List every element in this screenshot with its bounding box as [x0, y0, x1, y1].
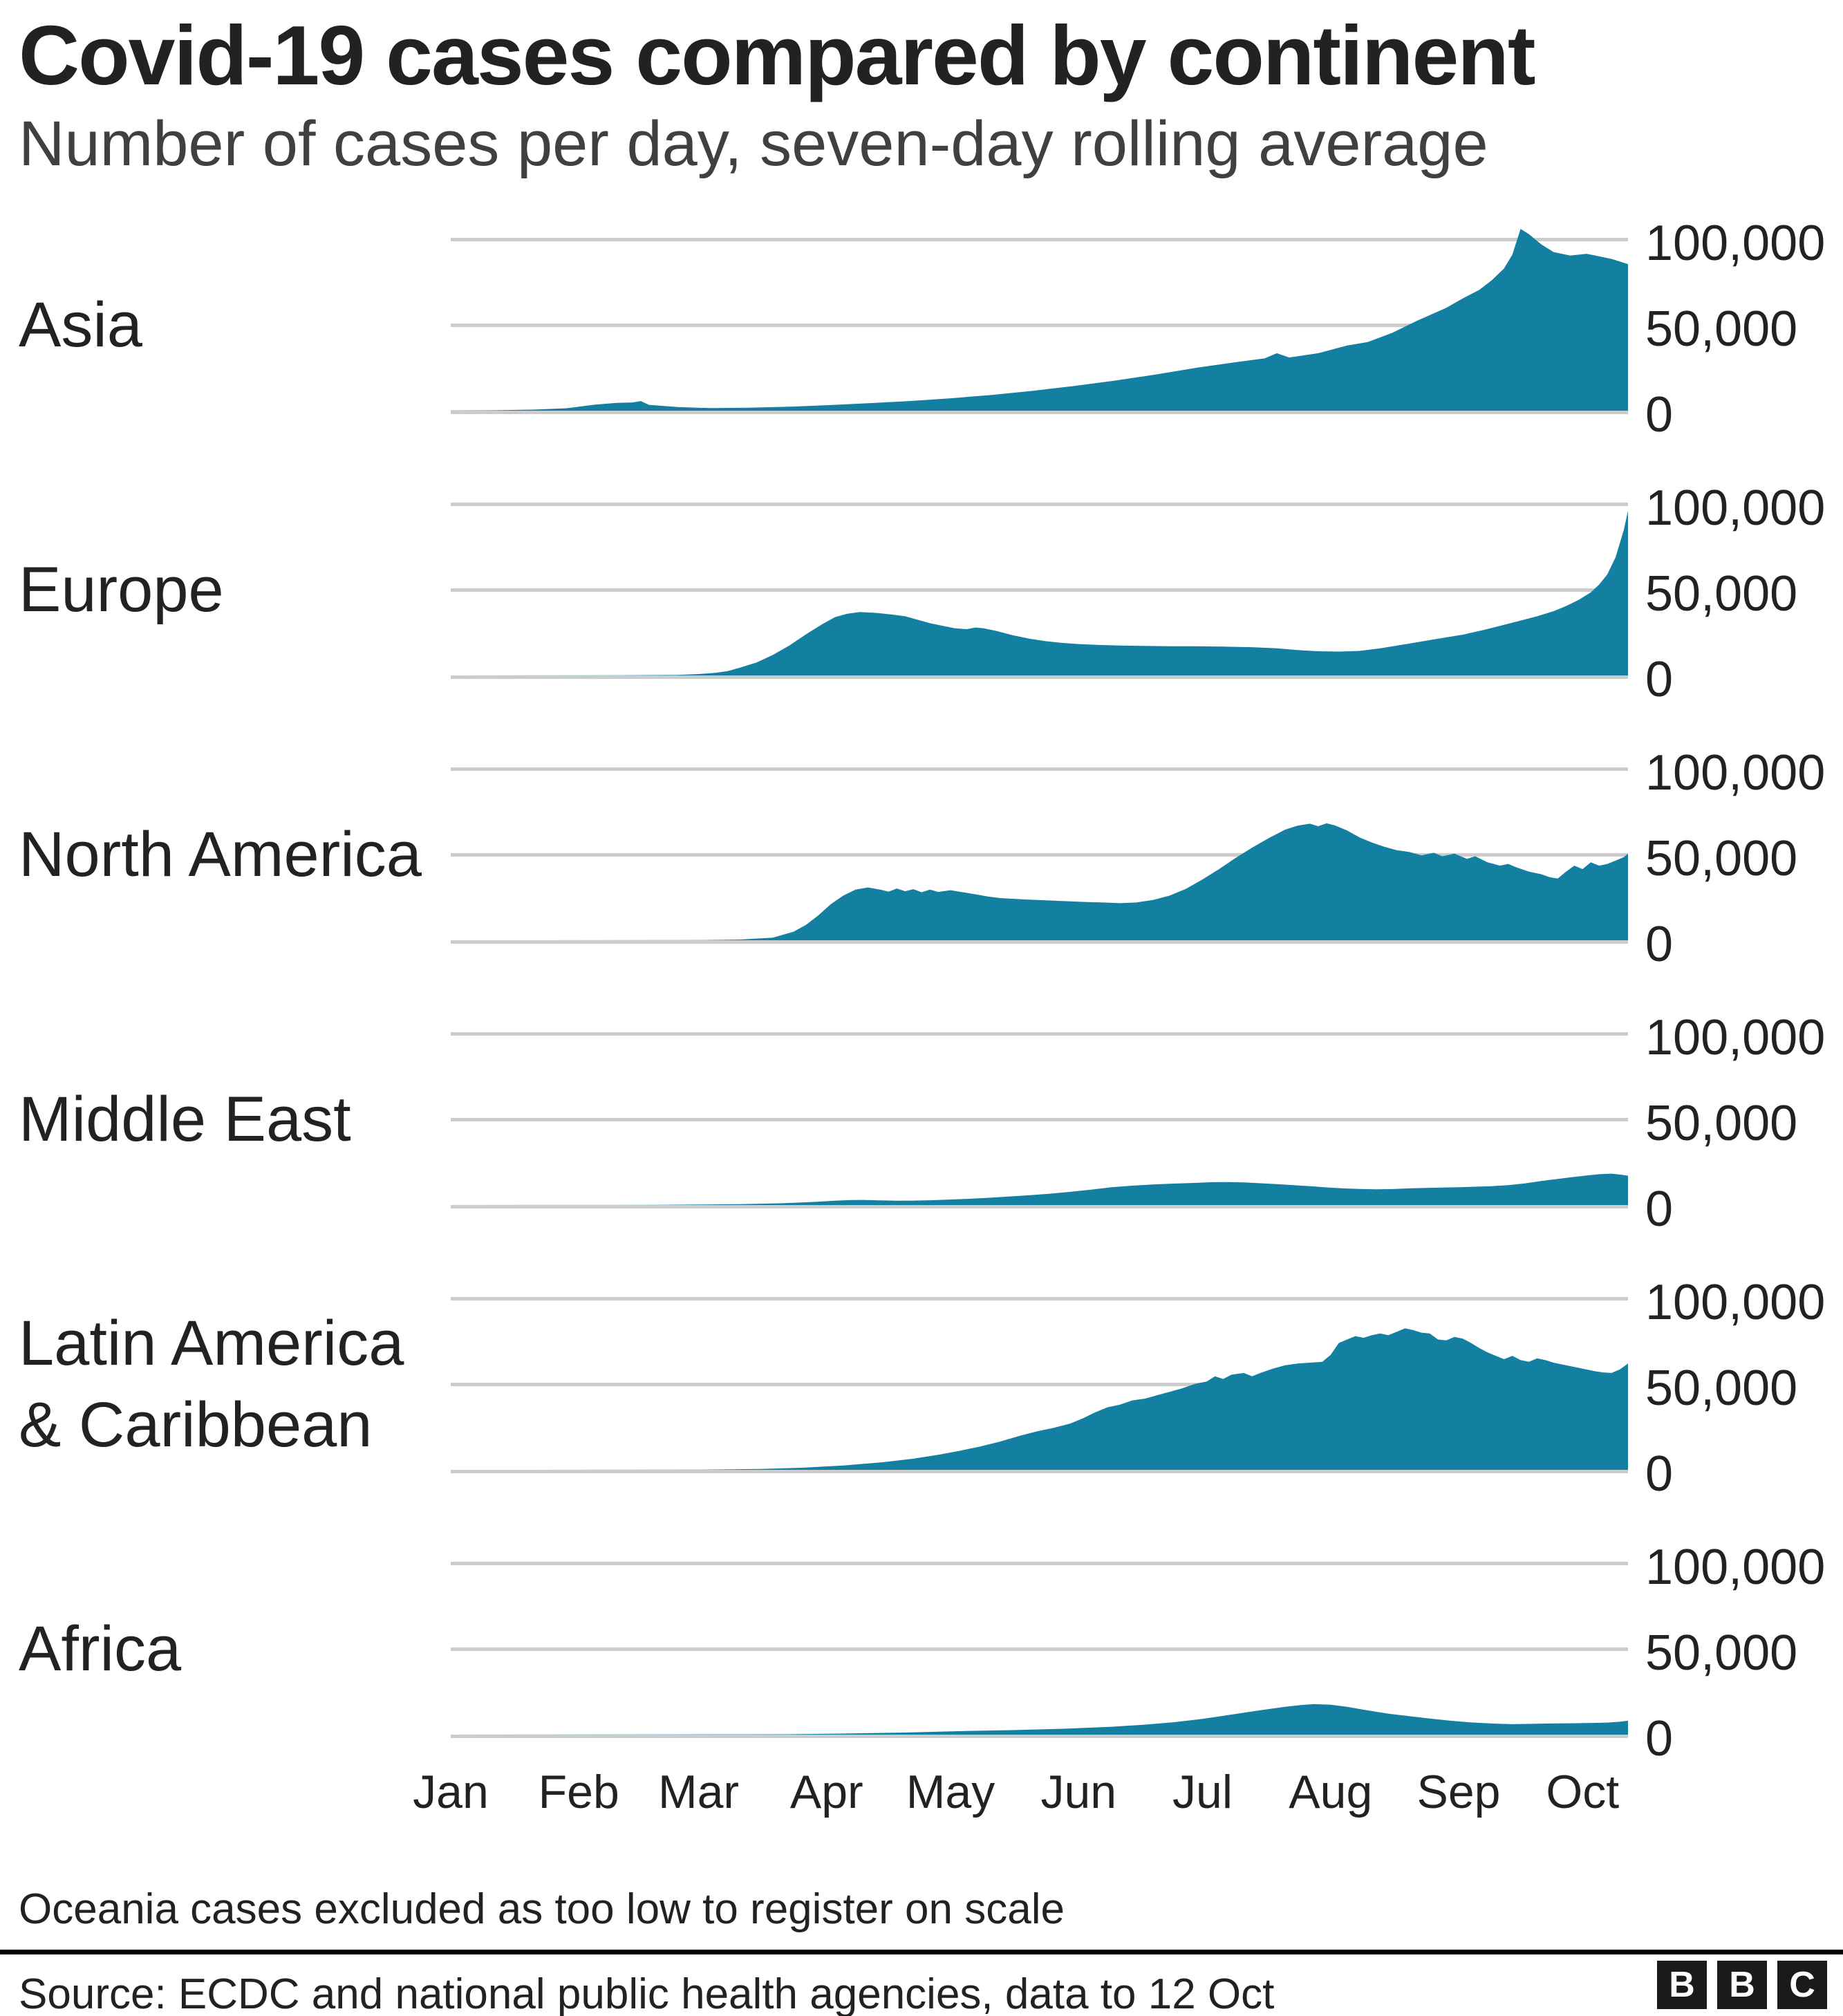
panel-label-line: Latin America — [19, 1308, 404, 1379]
y-tick-label: 50,000 — [1645, 301, 1798, 357]
y-tick-label: 100,000 — [1645, 1275, 1826, 1330]
area-path-north-america — [451, 823, 1628, 940]
area-series-latin-america-caribbean — [451, 1328, 1628, 1470]
y-tick-label: 0 — [1645, 917, 1674, 972]
chart-title: Covid-19 cases compared by continent — [19, 8, 1535, 102]
gridline-latin-america-caribbean — [451, 1296, 1628, 1300]
y-tick-label: 100,000 — [1645, 216, 1826, 271]
gridline-middle-east — [451, 1032, 1628, 1036]
gridline-europe — [451, 502, 1628, 506]
panel-label-line: Europe — [19, 554, 224, 625]
y-tick-label: 50,000 — [1645, 566, 1798, 622]
y-tick-label: 50,000 — [1645, 1096, 1798, 1151]
x-tick-label-sep: Sep — [1416, 1766, 1501, 1818]
panel-label-latin-america-caribbean: Latin America & Caribbean — [19, 1303, 404, 1466]
gridline-asia — [451, 323, 1628, 327]
y-tick-label: 0 — [1645, 1182, 1674, 1237]
gridline-africa — [451, 1561, 1628, 1565]
bbc-logo-block: B — [1657, 1961, 1707, 2009]
area-series-asia — [451, 229, 1628, 411]
y-tick-label: 100,000 — [1645, 1540, 1826, 1595]
bbc-logo-block: C — [1777, 1961, 1827, 2009]
x-tick-label-jun: Jun — [1040, 1766, 1117, 1818]
y-tick-label: 0 — [1645, 1711, 1674, 1766]
panel-label-line: Africa — [19, 1614, 182, 1684]
area-series-europe — [451, 510, 1628, 675]
panel-label-europe: Europe — [19, 549, 224, 631]
bbc-logo-letter: C — [1789, 1965, 1815, 2005]
x-tick-label-may: May — [906, 1766, 995, 1818]
x-tick-label-jul: Jul — [1172, 1766, 1233, 1818]
y-tick-label: 50,000 — [1645, 1361, 1798, 1416]
area-path-latin-america-caribbean — [451, 1328, 1628, 1470]
gridline-africa — [451, 1735, 1628, 1738]
panel-label-line: & Caribbean — [19, 1390, 373, 1460]
panel-label-north-america: North America — [19, 814, 422, 895]
gridline-latin-america-caribbean — [451, 1382, 1628, 1386]
bbc-logo-letter: B — [1669, 1965, 1695, 2005]
panel-label-asia: Asia — [19, 284, 142, 366]
gridline-asia — [451, 411, 1628, 414]
area-series-middle-east — [451, 1173, 1628, 1205]
source-credit: Source: ECDC and national public health … — [19, 1970, 1275, 2016]
panel-label-africa: Africa — [19, 1608, 181, 1690]
panel-label-line: North America — [19, 819, 422, 890]
gridline-north-america — [451, 767, 1628, 771]
panel-label-line: Asia — [19, 290, 142, 360]
y-tick-label: 100,000 — [1645, 1010, 1826, 1065]
footer-divider-rule — [0, 1950, 1843, 1954]
bbc-logo-block: B — [1717, 1961, 1767, 2009]
area-series-north-america — [451, 823, 1628, 940]
gridline-north-america — [451, 940, 1628, 944]
bbc-logo-letter: B — [1729, 1965, 1755, 2005]
gridline-europe — [451, 675, 1628, 679]
y-tick-label: 0 — [1645, 652, 1674, 707]
x-tick-label-jan: Jan — [413, 1766, 489, 1818]
chart-footnote: Oceania cases excluded as too low to reg… — [19, 1885, 1065, 1933]
y-tick-label: 100,000 — [1645, 745, 1826, 801]
gridline-asia — [451, 237, 1628, 241]
panel-label-middle-east: Middle East — [19, 1079, 351, 1160]
chart-subtitle: Number of cases per day, seven-day rolli… — [19, 109, 1488, 179]
area-series-africa — [451, 1704, 1628, 1735]
x-tick-label-apr: Apr — [789, 1766, 863, 1818]
area-path-europe — [451, 510, 1628, 675]
area-path-africa — [451, 1704, 1628, 1735]
y-tick-label: 50,000 — [1645, 1625, 1798, 1681]
area-path-middle-east — [451, 1173, 1628, 1205]
gridline-middle-east — [451, 1117, 1628, 1121]
gridline-europe — [451, 588, 1628, 592]
x-tick-label-mar: Mar — [657, 1766, 740, 1818]
panel-label-line: Middle East — [19, 1084, 351, 1155]
x-tick-label-aug: Aug — [1289, 1766, 1373, 1818]
y-tick-label: 100,000 — [1645, 480, 1826, 536]
gridline-africa — [451, 1647, 1628, 1651]
gridline-middle-east — [451, 1205, 1628, 1208]
y-tick-label: 50,000 — [1645, 831, 1798, 886]
gridline-north-america — [451, 852, 1628, 857]
y-tick-label: 0 — [1645, 387, 1674, 442]
gridline-latin-america-caribbean — [451, 1470, 1628, 1473]
x-tick-label-oct: Oct — [1546, 1766, 1620, 1818]
y-tick-label: 0 — [1645, 1446, 1674, 1502]
x-tick-label-feb: Feb — [538, 1766, 619, 1818]
area-path-asia — [451, 229, 1628, 411]
